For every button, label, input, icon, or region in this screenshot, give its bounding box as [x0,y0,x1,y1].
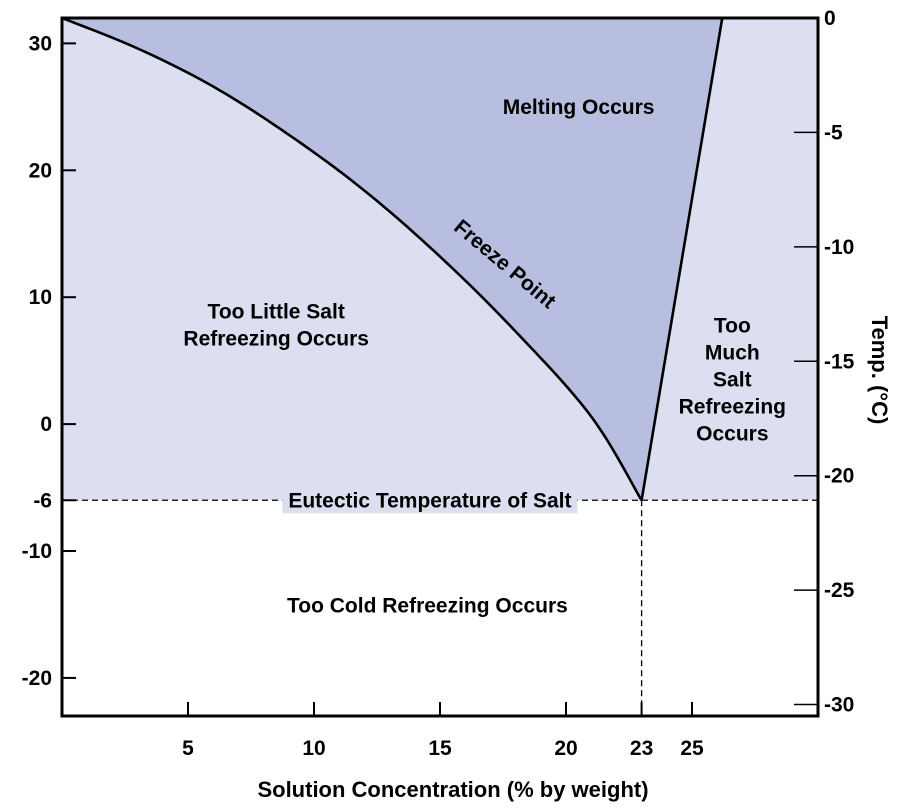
region-label: Melting Occurs [503,96,655,119]
right-y-tick-label: 0 [824,7,836,30]
right-y-tick-label: -30 [824,694,854,717]
left-y-tick-label: 30 [29,32,52,55]
x-tick-label: 5 [182,737,194,760]
x-tick-label: 25 [680,737,704,760]
left-y-tick-label: -20 [22,667,52,690]
region-label-line: Melting Occurs [503,96,655,119]
x-tick-label: 15 [428,737,452,760]
x-tick-label: 20 [554,737,577,760]
salt-saturation-line [640,17,724,501]
right-y-tick-label: -5 [824,121,843,144]
region-label-line: Too [714,315,751,338]
chart-lines [61,16,818,716]
region-label-line: Salt [713,369,752,392]
left-y-tick-label: 20 [29,159,52,182]
region-fills [62,18,818,716]
region-label: Too Much Salt Refreezing Occurs [679,315,786,446]
eutectic-label-background [282,487,578,514]
eutectic-label: Eutectic Temperature of Salt [288,489,571,512]
x-axis-label: Solution Concentration (% by weight) [257,777,648,802]
region-label-line: Too Little Salt [208,301,345,324]
x-tick-label: 10 [302,737,325,760]
left-y-tick-label: 10 [29,286,52,309]
left-y-tick-label: 0 [40,413,52,436]
region-label: Too Cold Refreezing Occurs [287,595,568,618]
left-y-tick-label: -10 [22,540,52,563]
region-label-line: Refreezing Occurs [183,328,369,351]
left-y-tick-label: -6 [33,489,52,512]
x-tick-label: 23 [630,737,653,760]
melting-region [62,18,723,501]
right-y-tick-label: -10 [824,236,854,259]
right-axis-label: Temp. (°C) [867,316,892,425]
region-label-line: Refreezing [679,396,786,419]
freeze-point-curve [61,16,643,501]
right-y-tick-label: -25 [824,579,855,602]
axis-ticks: 5 10 15 20 23 25 30 20 10 0 -6 -10 -20 0 -5 -10 -15 -20 -2… [22,7,855,760]
too-cold-region [62,500,818,716]
region-label-line: Too Cold Refreezing Occurs [287,595,568,618]
region-label-line: Occurs [696,423,768,446]
right-y-tick-label: -15 [824,350,855,373]
right-y-tick-label: -20 [824,465,854,488]
region-label-line: Much [705,342,760,365]
region-label: Too Little Salt Refreezing Occurs [183,301,369,351]
